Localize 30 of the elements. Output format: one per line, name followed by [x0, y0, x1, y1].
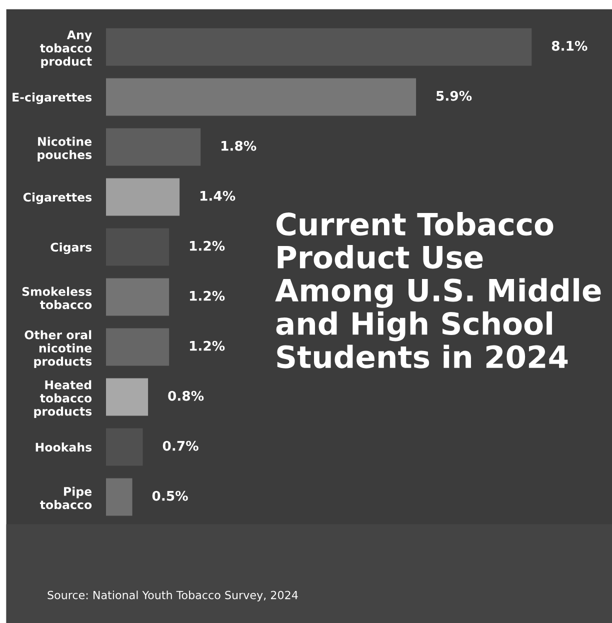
y-tick-label: Hookahs — [36, 442, 92, 452]
y-tick-label: Nicotine pouches — [38, 136, 92, 162]
bar — [106, 28, 532, 66]
y-tick-label: E-cigarettes — [12, 92, 92, 104]
y-tick-label: Any tobacco product — [40, 30, 92, 68]
bar — [106, 128, 201, 166]
y-tick-label: Other oral nicotine products — [24, 330, 92, 368]
y-tick-label: Cigars — [50, 242, 92, 254]
data-label: 5.9% — [436, 90, 472, 101]
data-label: 1.2% — [190, 290, 225, 301]
data-label: 0.7% — [162, 440, 198, 451]
y-tick-label: Smokeless tobacco — [22, 286, 92, 310]
data-label: 1.4% — [200, 190, 236, 201]
bar — [106, 478, 132, 516]
y-tick-label: Heated tobacco products — [34, 380, 92, 418]
data-label: 0.5% — [152, 490, 188, 501]
y-tick-label: Cigarettes — [23, 192, 92, 204]
text: Current Tobacco Product Use Among U.S. Middle and High School Students in 2024 — [275, 212, 601, 368]
data-label: 8.1% — [552, 40, 588, 51]
bar — [106, 78, 416, 116]
data-label: 1.2% — [190, 340, 225, 351]
bar — [106, 278, 170, 316]
y-tick-label: Pipe tobacco — [40, 486, 92, 510]
data-label: 0.8% — [168, 390, 204, 401]
data-label: 1.8% — [222, 140, 256, 151]
source-note: Source: National Youth Tobacco Survey, 2024 — [48, 590, 298, 602]
bar — [106, 378, 148, 416]
bar — [106, 328, 170, 366]
bar — [106, 178, 180, 216]
data-label: 1.2% — [190, 240, 225, 251]
